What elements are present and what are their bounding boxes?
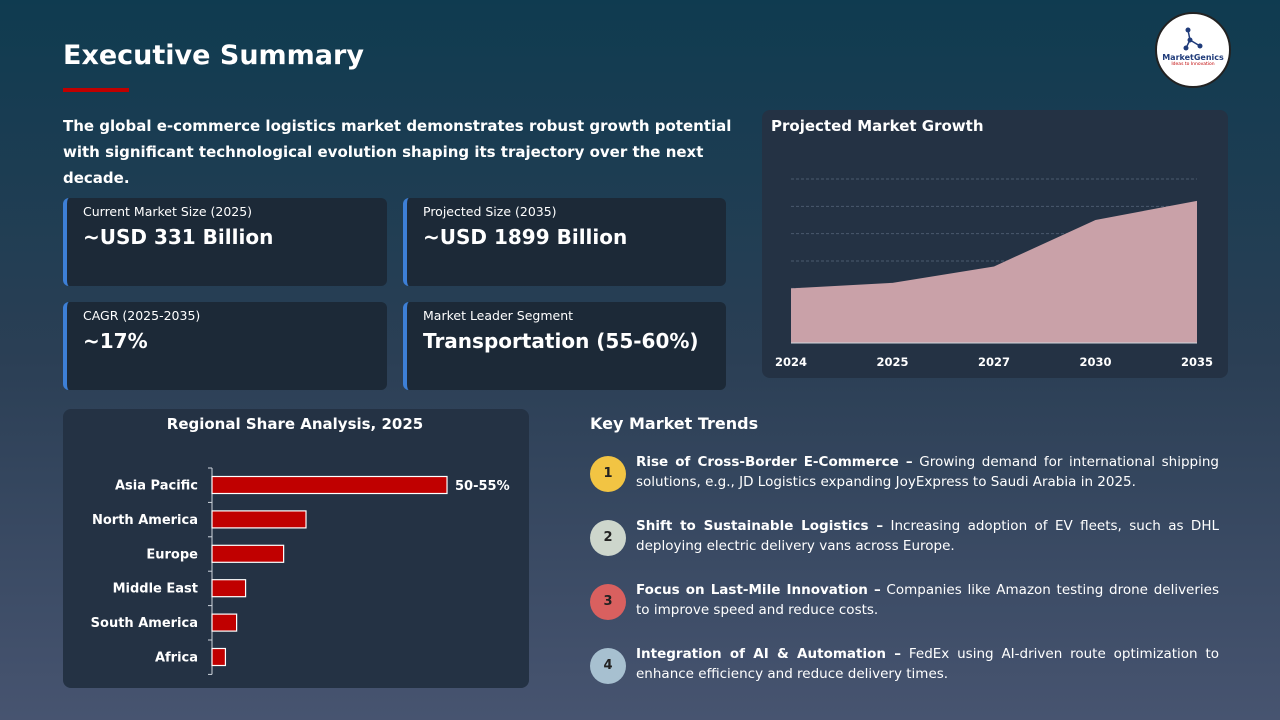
trend-item: 1 Rise of Cross-Border E-Commerce – Growi… (590, 453, 1219, 497)
trend-heading: Rise of Cross-Border E-Commerce – (636, 454, 913, 470)
area-chart: Projected Market Growth 2024 2025 2027 2030 2… (771, 117, 1213, 369)
bar (211, 544, 285, 563)
trend-heading: Shift to Sustainable Logistics – (636, 518, 884, 534)
trend-item: 2 Shift to Sustainable Logistics – Increa… (590, 517, 1219, 561)
stat-label: Projected Size (2035) (423, 204, 557, 219)
stat-value: ~USD 331 Billion (83, 225, 274, 249)
bar (211, 613, 238, 632)
value-label: 50-55% (455, 479, 510, 494)
stat-card: Current Market Size (2025) ~USD 331 Billi… (63, 198, 387, 286)
trend-text: Focus on Last-Mile Innovation – Companie… (636, 581, 1219, 620)
y-tick-label: Europe (146, 547, 198, 562)
stat-value: ~17% (83, 329, 148, 353)
trend-number: 2 (590, 520, 626, 556)
bar (211, 647, 227, 667)
trend-number: 4 (590, 648, 626, 684)
stat-value: ~USD 1899 Billion (423, 225, 628, 249)
title-rule (63, 88, 129, 92)
trend-number: 3 (590, 584, 626, 620)
trend-text: Integration of AI & Automation – FedEx u… (636, 645, 1219, 684)
growth-panel: Projected Market Growth 2024 2025 2027 2030 2… (762, 110, 1228, 378)
stat-card: Market Leader Segment Transportation (55-… (403, 302, 726, 390)
bar (211, 579, 247, 598)
x-tick-label: 2030 (1079, 355, 1111, 369)
logo: MarketGenics Ideas to Innovation (1155, 12, 1231, 88)
x-tick-label: 2025 (876, 355, 908, 369)
x-tick-label: 2024 (775, 355, 807, 369)
stat-label: CAGR (2025-2035) (83, 308, 201, 323)
trend-item: 4 Integration of AI & Automation – FedEx … (590, 645, 1219, 689)
trend-body: Increasing adoption of EV fleets, such a… (636, 518, 1219, 554)
stat-card: CAGR (2025-2035) ~17% (63, 302, 387, 390)
stat-value: Transportation (55-60%) (423, 329, 699, 353)
trend-body: FedEx using AI-driven route optimization… (636, 646, 1220, 682)
bar (211, 475, 448, 495)
stat-label: Market Leader Segment (423, 308, 574, 323)
stat-label: Current Market Size (2025) (83, 204, 253, 219)
trend-item: 3 Focus on Last-Mile Innovation – Compani… (590, 581, 1219, 625)
y-tick-label: South America (91, 616, 198, 631)
x-tick-label: 2027 (978, 355, 1010, 369)
trend-body: Companies like Amazon testing drone deli… (636, 582, 1220, 618)
intro: The global e-commerce logistics market d… (63, 117, 732, 187)
title: Executive Summary (63, 40, 364, 71)
trend-text: Shift to Sustainable Logistics – Increas… (636, 517, 1219, 556)
trend-heading: Focus on Last-Mile Innovation – (636, 582, 881, 598)
trend-heading: Integration of AI & Automation – (636, 646, 901, 662)
y-tick-label: Africa (155, 651, 198, 666)
logo-name: MarketGenics (1162, 53, 1224, 62)
trend-text: Rise of Cross-Border E-Commerce – Growin… (636, 453, 1219, 492)
logo-tagline: Ideas to Innovation (1171, 62, 1215, 67)
trend-body: Growing demand for international shippin… (636, 454, 1219, 490)
y-tick-label: Middle East (113, 582, 198, 597)
stat-card: Projected Size (2035) ~USD 1899 Billion (403, 198, 726, 286)
y-tick-label: Asia Pacific (115, 479, 198, 494)
trend-number: 1 (590, 456, 626, 492)
logo-icon (1183, 27, 1203, 51)
x-tick-label: 2035 (1181, 355, 1213, 369)
region-panel: Regional Share Analysis, 2025 Asia Pacifi… (63, 409, 529, 688)
area (791, 200, 1197, 343)
chart-title: Projected Market Growth (771, 117, 984, 135)
chart-title: Regional Share Analysis, 2025 (167, 415, 423, 433)
trends-title: Key Market Trends (590, 414, 759, 433)
bar-chart: Regional Share Analysis, 2025 Asia Pacifi… (91, 415, 510, 675)
y-tick-label: North America (92, 513, 198, 528)
bar (211, 510, 307, 529)
